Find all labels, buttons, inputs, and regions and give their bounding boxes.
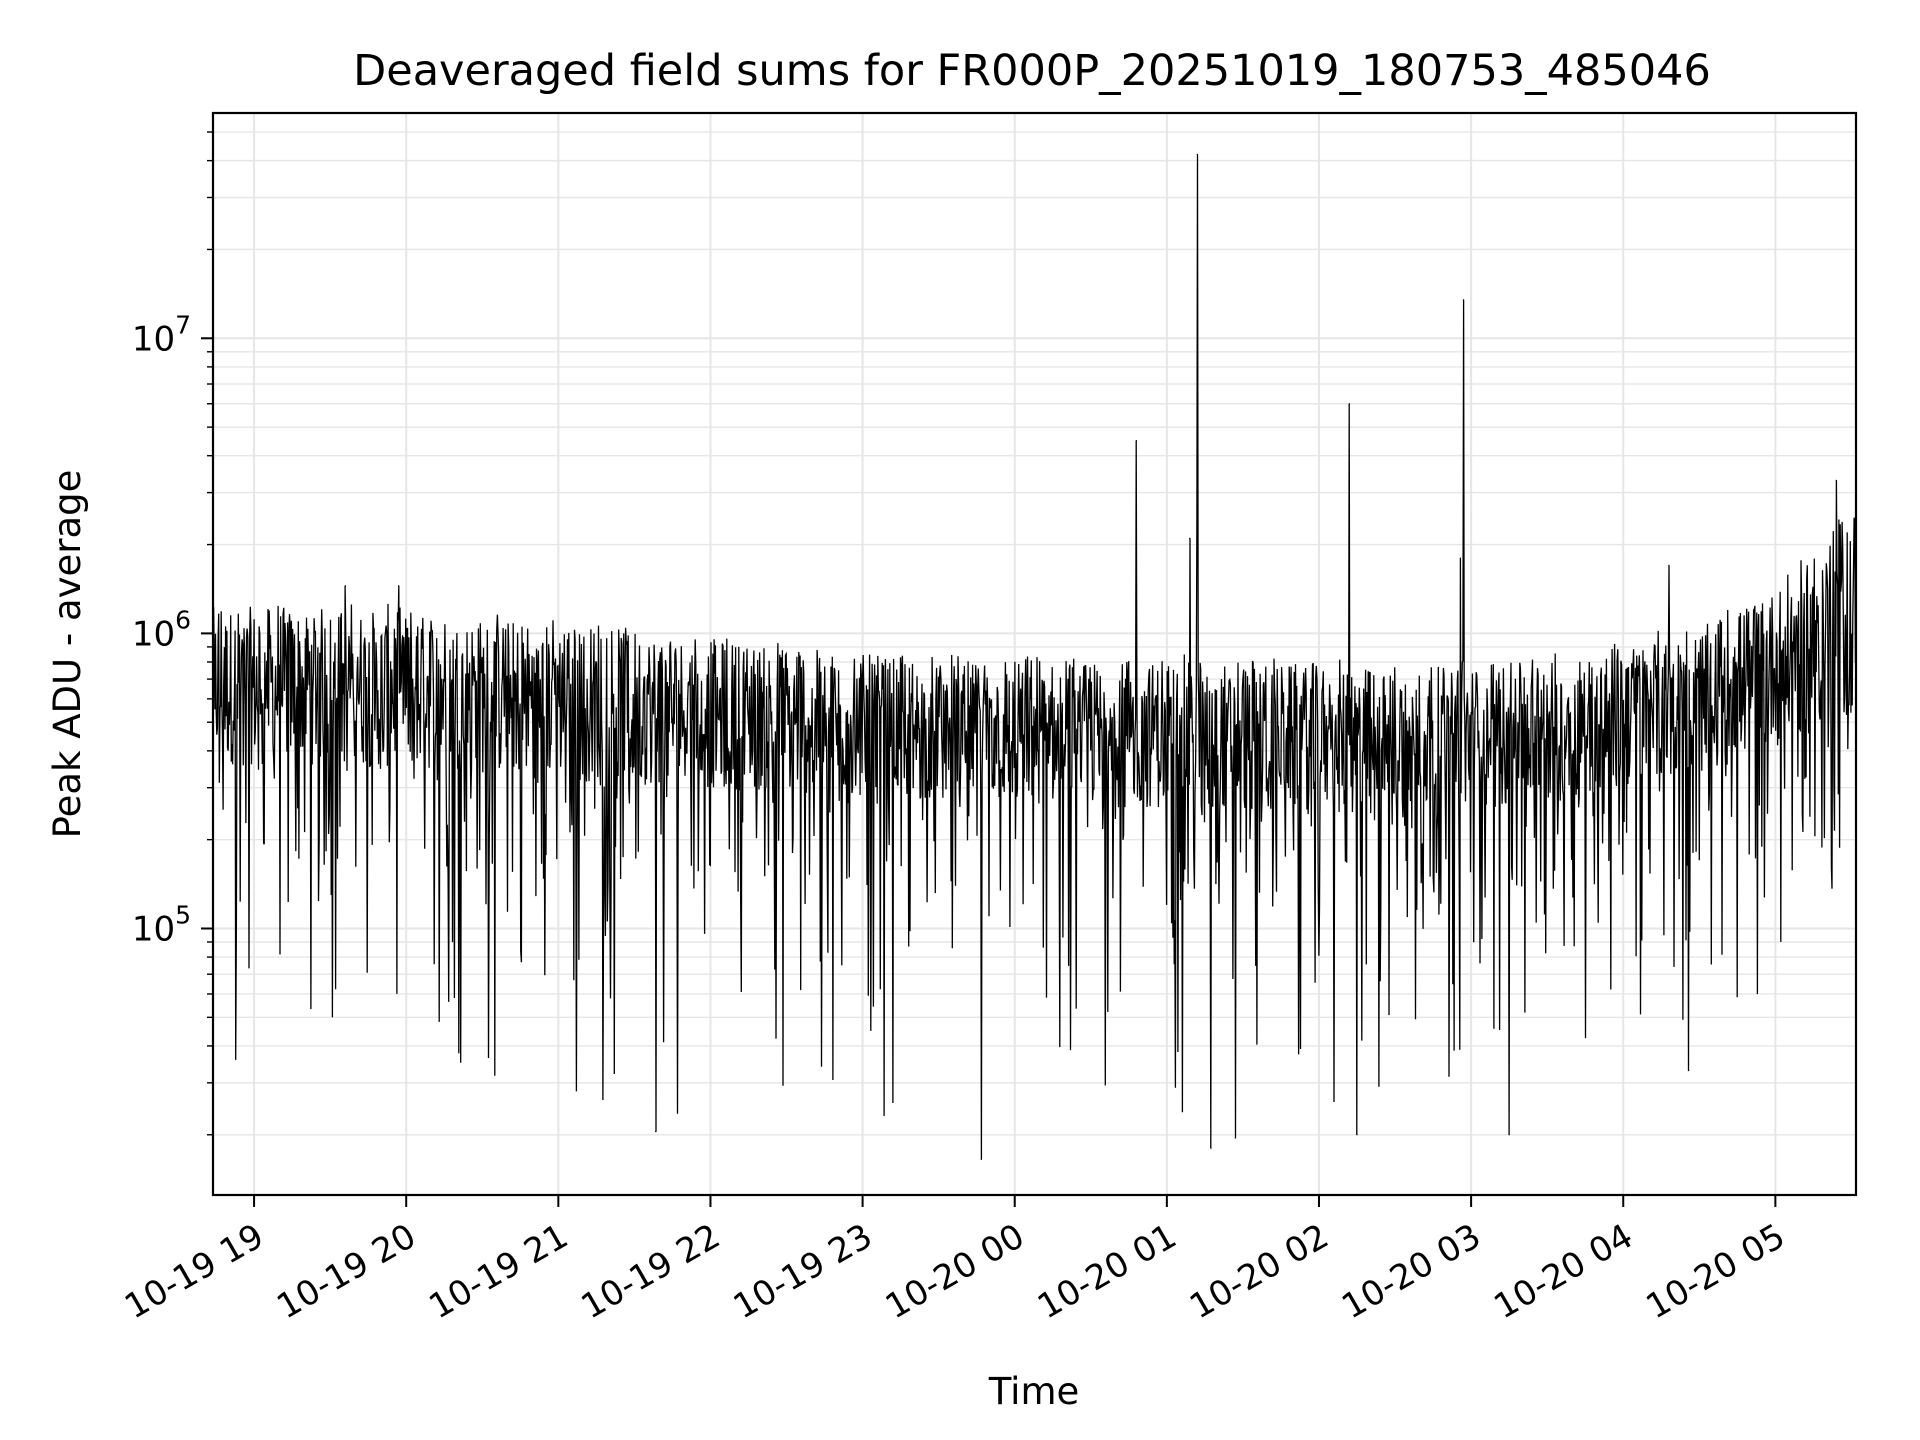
dip-point bbox=[235, 1058, 237, 1061]
peak-point bbox=[1196, 153, 1198, 155]
dip-point bbox=[655, 1130, 657, 1133]
dip-point bbox=[1210, 1147, 1212, 1149]
plot-frame bbox=[211, 111, 1858, 1197]
series-layer bbox=[212, 153, 1857, 1161]
peak-point bbox=[1462, 299, 1465, 301]
chart-title: Deaveraged field sums for FR000P_2025101… bbox=[353, 46, 1711, 96]
peak-point bbox=[1135, 440, 1138, 442]
dip-point bbox=[1234, 1137, 1236, 1139]
dip-point bbox=[1508, 1134, 1510, 1136]
peak-point bbox=[1459, 557, 1462, 559]
peak-point bbox=[344, 585, 346, 587]
y-tick-label: 106 bbox=[132, 605, 191, 654]
dip-point bbox=[1356, 1134, 1358, 1136]
series-line bbox=[212, 154, 1857, 1160]
y-axis: 105 106 107 bbox=[132, 131, 213, 1136]
peak-point bbox=[397, 585, 400, 587]
y-tick-label: 107 bbox=[132, 310, 191, 359]
y-tick-label: 105 bbox=[132, 900, 191, 949]
peak-point bbox=[1668, 564, 1670, 566]
dip-point bbox=[1688, 1069, 1690, 1072]
peak-point bbox=[1189, 537, 1191, 539]
dip-point bbox=[980, 1158, 982, 1161]
y-axis-label: Peak ADU - average bbox=[46, 470, 89, 839]
x-axis-label: Time bbox=[988, 1370, 1080, 1413]
peak-point bbox=[1835, 479, 1837, 481]
peak-point bbox=[1348, 403, 1351, 405]
